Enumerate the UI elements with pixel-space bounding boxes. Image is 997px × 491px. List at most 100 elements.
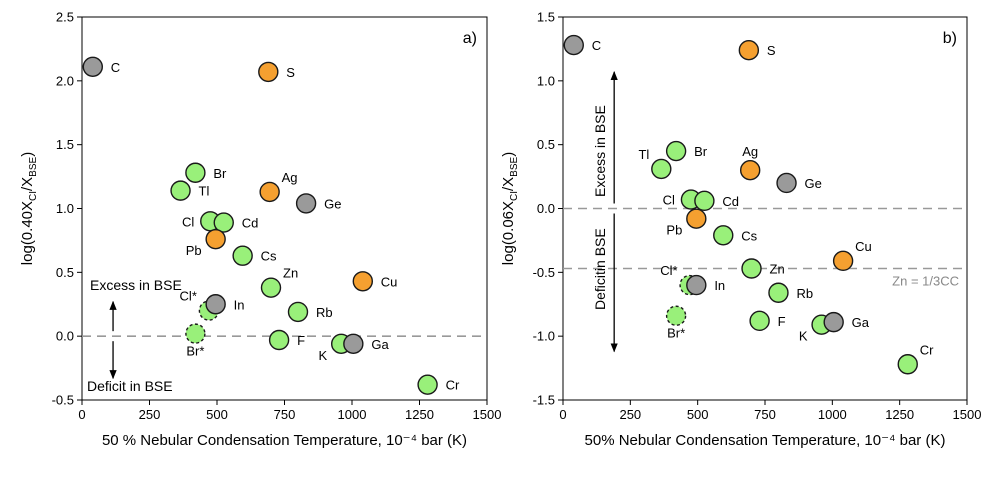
point-f: [268, 329, 290, 351]
point-cr: [417, 374, 438, 395]
point-label: Cu: [381, 274, 398, 289]
point-label: K: [319, 348, 328, 363]
point-label: Ga: [371, 337, 389, 352]
y-tick-label: 1.5: [537, 10, 555, 25]
point-label: Cl*: [180, 289, 197, 304]
point-label: Cs: [741, 228, 757, 243]
point-ag: [739, 159, 761, 181]
point-tl: [170, 180, 191, 201]
x-tick-label: 1000: [818, 407, 847, 422]
y-axis-ticks: -1.5 -1.0 -0.5 0.0 0.5 1.0 1.5: [533, 10, 563, 408]
point-cs: [232, 245, 253, 266]
point-label: Cs: [261, 249, 277, 264]
point-label: Cr: [920, 342, 934, 357]
x-tick-label: 0: [78, 407, 85, 422]
point-label: S: [767, 43, 776, 58]
point-label: C: [592, 38, 601, 53]
point-label: Cd: [242, 216, 259, 231]
point-label: F: [778, 314, 786, 329]
point-label: S: [286, 65, 295, 80]
point-cs: [713, 225, 734, 246]
point-label: Rb: [796, 286, 813, 301]
point-label: Tl: [199, 184, 210, 199]
x-tick-label: 750: [754, 407, 776, 422]
point-cd: [694, 190, 715, 212]
y-tick-label: 0.5: [56, 265, 74, 280]
point-label: Ag: [742, 144, 758, 159]
point-label: Rb: [316, 305, 333, 320]
point-label: Ge: [805, 176, 822, 191]
point-rb: [287, 301, 309, 323]
point-c: [82, 56, 104, 77]
x-tick-label: 500: [687, 407, 709, 422]
point-label: In: [234, 297, 245, 312]
y-tick-label: -1.0: [533, 329, 555, 344]
point-label: Br*: [186, 344, 204, 359]
chart-panel-b: 0 250 500 750 1000 1250 1500 -1.5 -1.0 -0.5 0.0 0.5…: [500, 10, 981, 450]
point-br-star: [665, 305, 687, 326]
x-tick-label: 1000: [338, 407, 367, 422]
point-in: [205, 294, 226, 315]
x-axis-title: 50 % Nebular Condensation Temperature, 1…: [102, 432, 467, 449]
y-tick-label: -1.5: [533, 393, 555, 408]
point-label: Cl*: [660, 263, 677, 278]
point-ga: [823, 311, 844, 333]
excess-label: Excess in BSE: [592, 105, 608, 197]
point-cu: [352, 271, 373, 292]
point-zn: [741, 258, 762, 279]
x-tick-label: 750: [274, 407, 296, 422]
x-tick-label: 500: [206, 407, 228, 422]
y-axis-ticks: -0.5 0.0 0.5 1.0 1.5 2.0 2.5: [52, 10, 82, 408]
excess-label: Excess in BSE: [90, 277, 182, 293]
x-tick-label: 1500: [953, 407, 982, 422]
point-label: C: [111, 60, 120, 75]
point-zn: [260, 277, 282, 298]
point-label: Zn: [283, 266, 298, 281]
point-label: Cl: [663, 193, 675, 208]
point-label: Ge: [324, 196, 341, 211]
point-label: Cd: [722, 194, 739, 209]
y-axis-title: log(0.06XCI/XBSE): [500, 152, 520, 265]
y-tick-label: 2.5: [56, 10, 74, 25]
point-label: Br: [694, 144, 708, 159]
point-cd: [213, 212, 234, 233]
point-br: [185, 162, 206, 183]
point-label: Cu: [855, 239, 872, 254]
deficit-label: Deficit in BSE: [87, 378, 173, 394]
point-label: Pb: [186, 243, 202, 258]
x-axis-title: 50% Nebular Condensation Temperature, 10…: [585, 432, 946, 449]
excess-deficit-annotation: Excess in BSE Deficitin BSE: [592, 70, 618, 353]
y-tick-label: -0.5: [533, 265, 555, 280]
y-tick-label: 2.0: [56, 73, 74, 88]
panel-label: a): [463, 30, 477, 47]
excess-deficit-annotation: Excess in BSE Deficit in BSE: [87, 277, 182, 394]
point-s: [738, 39, 760, 61]
point-label: F: [297, 333, 305, 348]
point-label: Zn: [770, 262, 785, 277]
point-ga: [343, 333, 364, 355]
point-cr: [897, 354, 918, 375]
panel-label: b): [943, 30, 957, 47]
point-ge: [295, 193, 317, 214]
x-tick-label: 1250: [405, 407, 434, 422]
y-tick-label: 0.0: [537, 201, 555, 216]
point-label: K: [799, 329, 808, 344]
point-br: [665, 140, 687, 162]
point-label: In: [714, 278, 725, 293]
y-tick-label: 1.0: [537, 73, 555, 88]
x-tick-label: 1250: [885, 407, 914, 422]
chart-panel-a: 0 250 500 750 1000 1250 1500 -0.5 0.0 0.5 1.0 1.5 2.…: [19, 10, 501, 450]
y-axis-title: log(0.40XCI/XBSE): [19, 152, 39, 265]
point-tl: [651, 158, 672, 180]
point-pb: [205, 228, 226, 250]
x-axis-ticks: 0 250 500 750 1000 1250 1500: [559, 400, 981, 422]
x-tick-label: 1500: [473, 407, 502, 422]
point-label: Br*: [667, 326, 685, 341]
point-label: Tl: [638, 147, 649, 162]
point-label: Pb: [666, 223, 682, 238]
point-label: Cr: [446, 378, 460, 393]
point-pb: [686, 208, 707, 229]
point-ge: [776, 172, 797, 194]
